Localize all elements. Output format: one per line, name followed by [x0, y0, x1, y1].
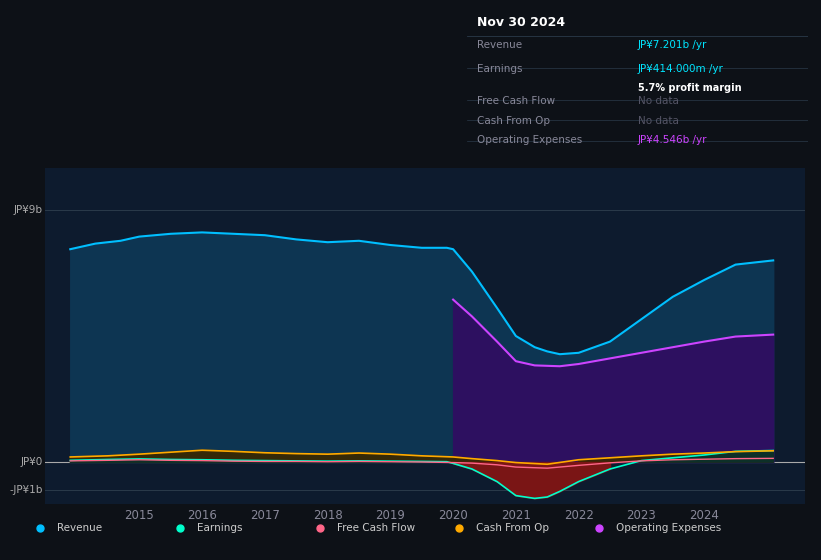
Text: JP¥9b: JP¥9b — [14, 205, 43, 215]
Text: Operating Expenses: Operating Expenses — [616, 523, 721, 533]
Text: Cash From Op: Cash From Op — [477, 115, 550, 125]
Text: JP¥0: JP¥0 — [21, 457, 43, 467]
Text: Revenue: Revenue — [477, 40, 522, 50]
Text: No data: No data — [637, 115, 678, 125]
Text: JP¥7.201b /yr: JP¥7.201b /yr — [637, 40, 707, 50]
Text: Nov 30 2024: Nov 30 2024 — [477, 16, 566, 29]
Text: 5.7% profit margin: 5.7% profit margin — [637, 83, 741, 94]
Text: JP¥414.000m /yr: JP¥414.000m /yr — [637, 64, 723, 74]
Text: Operating Expenses: Operating Expenses — [477, 135, 582, 145]
Text: Free Cash Flow: Free Cash Flow — [477, 96, 555, 106]
Text: Free Cash Flow: Free Cash Flow — [337, 523, 415, 533]
Text: Cash From Op: Cash From Op — [476, 523, 549, 533]
Text: No data: No data — [637, 96, 678, 106]
Text: Revenue: Revenue — [57, 523, 103, 533]
Text: Earnings: Earnings — [197, 523, 242, 533]
Text: JP¥4.546b /yr: JP¥4.546b /yr — [637, 135, 707, 145]
Text: -JP¥1b: -JP¥1b — [9, 485, 43, 495]
Text: Earnings: Earnings — [477, 64, 523, 74]
